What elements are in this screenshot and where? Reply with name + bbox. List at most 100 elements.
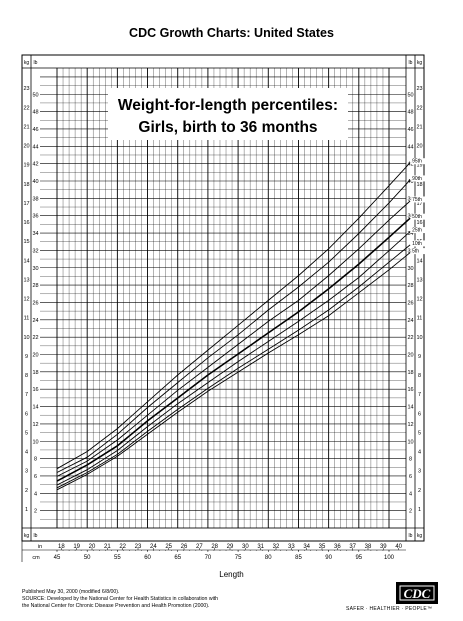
kg-unit-top-left: kg xyxy=(24,60,30,66)
y-tick-lb-left: 8 xyxy=(34,457,37,463)
x-tick-cm: 95 xyxy=(355,555,362,561)
x-tick-in: 40 xyxy=(395,544,402,550)
y-tick-lb-left: 22 xyxy=(32,335,38,341)
y-tick-kg-right: 9 xyxy=(418,354,421,360)
kg-unit-bottom-right: kg xyxy=(417,533,423,539)
y-tick-lb-right: 6 xyxy=(409,474,412,480)
y-tick-lb-right: 4 xyxy=(409,491,412,497)
y-tick-lb-right: 20 xyxy=(407,353,413,359)
y-tick-kg-left: 21 xyxy=(23,124,29,130)
x-tick-in: 29 xyxy=(227,544,234,550)
y-tick-kg-right: 6 xyxy=(418,411,421,417)
percentile-line-90th xyxy=(56,179,411,473)
percentile-label-bg xyxy=(411,240,426,247)
y-tick-lb-left: 46 xyxy=(32,127,38,133)
x-tick-cm: 90 xyxy=(325,555,332,561)
y-tick-lb-left: 50 xyxy=(32,92,38,98)
x-tick-in: 21 xyxy=(104,544,111,550)
lb-unit-top-right: lb xyxy=(409,60,413,66)
y-tick-kg-right: 23 xyxy=(416,86,422,92)
y-tick-lb-left: 4 xyxy=(34,491,37,497)
y-tick-kg-left: 22 xyxy=(23,105,29,111)
percentile-curves xyxy=(56,162,411,491)
footer-source-cont: the National Center for Chronic Disease … xyxy=(22,603,210,609)
y-tick-kg-left: 3 xyxy=(25,469,28,475)
footer-published: Published May 30, 2000 (modified 6/8/00)… xyxy=(22,589,120,595)
percentile-label-50th: 50th xyxy=(412,214,422,220)
y-tick-lb-left: 42 xyxy=(32,162,38,168)
percentile-label-bg xyxy=(411,213,426,220)
percentile-label-75th: 75th xyxy=(412,197,422,203)
y-tick-lb-right: 38 xyxy=(407,196,413,202)
kg-unit-bottom-right-top: kg xyxy=(417,60,423,66)
x-tick-in: 25 xyxy=(165,544,172,550)
y-tick-kg-left: 16 xyxy=(23,220,29,226)
percentile-label-bg xyxy=(411,175,426,182)
percentile-label-bg xyxy=(411,158,426,165)
y-tick-kg-left: 15 xyxy=(23,239,29,245)
chart-title: Weight-for-length percentiles: xyxy=(118,97,338,114)
percentile-label-95th: 95th xyxy=(412,159,422,165)
y-tick-lb-left: 20 xyxy=(32,353,38,359)
y-tick-lb-right: 28 xyxy=(407,283,413,289)
percentile-label-5th: 5th xyxy=(412,249,419,255)
x-tick-in: 20 xyxy=(89,544,96,550)
y-tick-lb-right: 26 xyxy=(407,300,413,306)
y-tick-kg-right: 17 xyxy=(416,201,422,207)
x-tick-in: 39 xyxy=(380,544,387,550)
y-tick-lb-left: 36 xyxy=(32,214,38,220)
x-tick-in: 26 xyxy=(181,544,188,550)
y-tick-kg-left: 13 xyxy=(23,277,29,283)
y-tick-kg-right: 18 xyxy=(416,182,422,188)
y-tick-kg-right: 8 xyxy=(418,373,421,379)
y-tick-kg-right: 3 xyxy=(418,469,421,475)
y-tick-kg-left: 14 xyxy=(23,258,29,264)
y-tick-kg-right: 2 xyxy=(418,488,421,494)
percentile-label-bg xyxy=(411,196,426,203)
y-tick-lb-right: 8 xyxy=(409,457,412,463)
y-tick-kg-left: 9 xyxy=(25,354,28,360)
y-tick-lb-left: 32 xyxy=(32,248,38,254)
x-tick-cm: 55 xyxy=(114,555,121,561)
x-tick-cm: 65 xyxy=(174,555,181,561)
y-tick-lb-right: 34 xyxy=(407,231,413,237)
y-tick-lb-right: 10 xyxy=(407,439,413,445)
x-tick-in: 33 xyxy=(288,544,295,550)
cdc-tagline: SAFER · HEALTHIER · PEOPLE™ xyxy=(346,606,433,612)
y-tick-kg-right: 22 xyxy=(416,105,422,111)
y-tick-kg-right: 14 xyxy=(416,258,422,264)
y-tick-lb-right: 2 xyxy=(409,509,412,515)
percentile-label-90th: 90th xyxy=(412,176,422,182)
y-tick-kg-left: 2 xyxy=(25,488,28,494)
cdc-logo: CDC xyxy=(396,582,438,604)
y-tick-lb-left: 28 xyxy=(32,283,38,289)
y-tick-kg-left: 23 xyxy=(23,86,29,92)
x-unit-cm: cm xyxy=(32,555,40,561)
x-tick-in: 35 xyxy=(319,544,326,550)
y-tick-kg-right: 16 xyxy=(416,220,422,226)
y-tick-kg-right: 10 xyxy=(416,335,422,341)
x-tick-in: 19 xyxy=(73,544,80,550)
y-tick-kg-left: 10 xyxy=(23,335,29,341)
title-box xyxy=(108,88,348,140)
y-tick-lb-right: 32 xyxy=(407,248,413,254)
y-tick-lb-left: 48 xyxy=(32,110,38,116)
y-tick-lb-right: 18 xyxy=(407,370,413,376)
x-tick-in: 28 xyxy=(211,544,218,550)
logo-text: CDC xyxy=(404,586,431,601)
y-tick-lb-right: 40 xyxy=(407,179,413,185)
y-tick-kg-left: 1 xyxy=(25,507,28,513)
y-tick-lb-left: 12 xyxy=(32,422,38,428)
y-tick-kg-left: 11 xyxy=(24,316,30,322)
percentile-line-25th xyxy=(56,231,411,486)
y-tick-kg-right: 4 xyxy=(418,450,421,456)
x-unit-in: in xyxy=(38,544,42,550)
y-tick-lb-right: 46 xyxy=(407,127,413,133)
percentile-label-10th: 10th xyxy=(412,241,422,247)
y-tick-kg-right: 12 xyxy=(416,297,422,303)
y-tick-kg-left: 17 xyxy=(23,201,29,207)
x-tick-cm: 45 xyxy=(54,555,61,561)
y-tick-lb-right: 30 xyxy=(407,266,413,272)
y-tick-lb-left: 14 xyxy=(32,405,38,411)
